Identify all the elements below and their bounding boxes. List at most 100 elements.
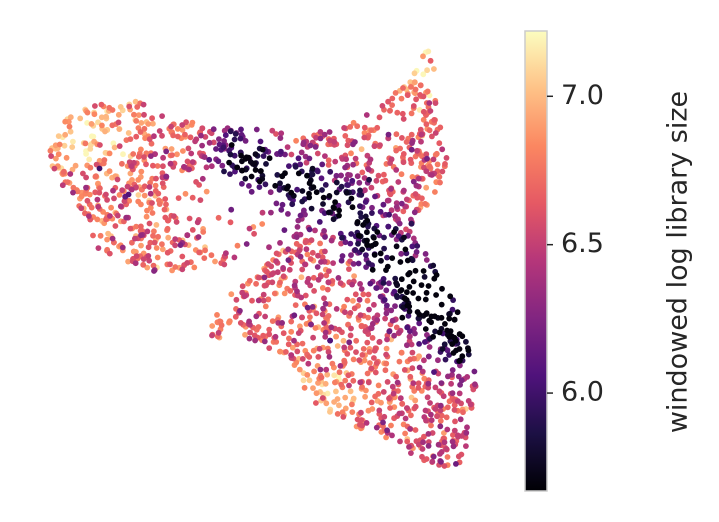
data-point xyxy=(257,138,264,145)
data-point xyxy=(423,121,430,128)
data-point xyxy=(246,318,253,325)
data-point xyxy=(454,398,461,404)
data-point xyxy=(419,453,425,460)
data-point xyxy=(246,277,253,284)
data-point xyxy=(450,443,457,450)
data-point xyxy=(319,187,325,193)
data-point xyxy=(67,114,74,121)
data-point xyxy=(317,240,323,247)
data-point xyxy=(310,347,317,354)
data-point xyxy=(83,184,89,191)
data-point xyxy=(458,377,465,384)
data-point xyxy=(406,303,413,310)
data-point xyxy=(365,166,372,173)
data-point xyxy=(115,119,122,126)
data-point xyxy=(363,387,369,394)
data-point xyxy=(121,198,128,205)
data-point xyxy=(286,335,292,342)
data-point xyxy=(289,201,296,208)
data-point xyxy=(325,162,332,168)
data-point xyxy=(185,145,192,152)
data-point xyxy=(322,329,329,336)
data-point xyxy=(238,152,245,159)
data-point xyxy=(455,453,462,460)
data-point xyxy=(407,426,413,432)
data-point xyxy=(131,111,137,118)
data-point xyxy=(146,220,153,227)
data-point xyxy=(186,166,193,173)
data-point xyxy=(310,274,317,281)
data-point xyxy=(95,245,102,252)
data-point xyxy=(306,354,313,360)
data-point xyxy=(199,125,206,132)
colorbar-tick-label: 6.0 xyxy=(561,377,604,408)
data-point xyxy=(380,276,387,282)
data-point xyxy=(428,411,434,418)
data-point xyxy=(83,174,89,181)
data-point xyxy=(428,422,434,429)
data-point xyxy=(322,248,328,255)
data-point xyxy=(415,385,422,391)
data-point xyxy=(181,164,187,170)
data-point xyxy=(67,171,74,177)
data-point xyxy=(368,127,375,133)
data-point xyxy=(414,309,421,315)
data-point xyxy=(268,271,275,278)
data-point xyxy=(300,141,307,148)
data-point xyxy=(147,190,154,197)
data-point xyxy=(357,203,363,210)
data-point xyxy=(253,313,260,320)
data-point xyxy=(55,151,62,158)
data-point xyxy=(420,53,426,60)
data-point xyxy=(303,246,310,253)
data-point xyxy=(396,410,403,417)
data-point xyxy=(291,312,298,319)
data-point xyxy=(172,264,179,270)
data-point xyxy=(160,163,166,170)
data-point xyxy=(313,134,319,141)
data-point xyxy=(438,314,445,321)
data-point xyxy=(319,311,326,318)
data-point xyxy=(153,175,159,182)
data-point xyxy=(369,320,376,327)
data-point xyxy=(396,220,403,227)
data-point xyxy=(262,303,269,310)
data-point xyxy=(403,139,410,145)
data-point xyxy=(350,161,356,168)
data-point xyxy=(402,430,408,437)
data-point xyxy=(422,326,429,332)
data-point xyxy=(92,173,99,180)
data-point xyxy=(138,232,144,239)
data-point xyxy=(187,134,194,141)
data-point xyxy=(435,357,441,364)
data-point xyxy=(203,164,210,171)
data-point xyxy=(348,325,354,332)
data-point xyxy=(226,159,233,166)
data-point xyxy=(364,370,371,377)
data-point xyxy=(279,201,286,208)
data-point xyxy=(172,236,179,243)
data-point xyxy=(245,154,252,161)
data-point xyxy=(138,223,144,230)
data-point xyxy=(179,253,186,260)
data-point xyxy=(148,140,155,147)
data-point xyxy=(423,151,430,158)
data-point xyxy=(374,229,381,235)
data-point xyxy=(161,206,168,213)
data-point xyxy=(437,179,443,186)
data-point xyxy=(385,131,392,138)
data-point xyxy=(359,352,366,358)
data-point xyxy=(380,389,387,395)
data-point xyxy=(61,142,68,149)
data-point xyxy=(410,380,417,387)
data-point xyxy=(428,319,434,326)
data-point xyxy=(341,125,347,131)
data-point xyxy=(418,282,425,288)
data-point xyxy=(426,127,433,134)
data-point xyxy=(399,314,406,321)
data-point xyxy=(438,301,445,308)
data-point xyxy=(407,333,413,340)
data-point xyxy=(421,375,428,382)
data-point xyxy=(426,163,433,170)
data-point xyxy=(393,324,400,331)
